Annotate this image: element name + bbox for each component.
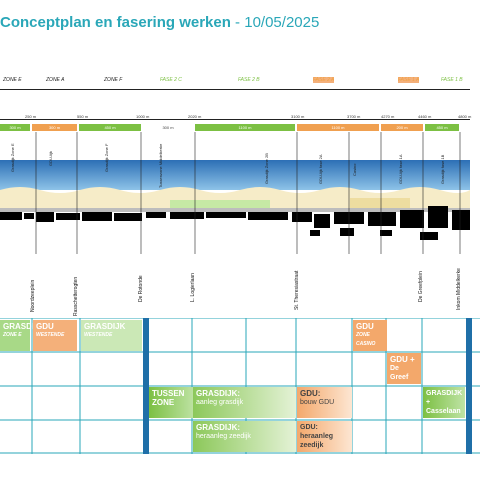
phase-cell-gdu-de-greef: GDU + De Greef bbox=[387, 353, 421, 384]
phasing-grid bbox=[0, 317, 480, 454]
phase-cell-title: TUSSEN bbox=[152, 389, 185, 398]
segment-bar: 200 m bbox=[381, 124, 423, 131]
grid-lines bbox=[0, 317, 480, 454]
distance-label: 3100 m bbox=[291, 114, 305, 119]
phase-cell-sub: heraanleg zeedijk bbox=[196, 433, 251, 440]
phase-cell-sub: WESTENDE bbox=[36, 332, 65, 338]
phase-cell-sub: WESTENDE bbox=[84, 332, 113, 338]
annotation-text: GDU-lijk fase 1A bbox=[398, 154, 403, 184]
page-title: Conceptplan en fasering werken - 10/05/2… bbox=[0, 14, 319, 31]
title-main: Conceptplan en fasering werken bbox=[0, 14, 231, 31]
phase-cell-sub: ZONE bbox=[152, 398, 175, 407]
phase-cell-aanleg-grasdijk: GRASDIJK: aanleg grasdijk bbox=[193, 387, 296, 418]
annotation-text: GDU-lijk fase 2A bbox=[318, 154, 323, 184]
street-label: Noordzeeplein bbox=[30, 279, 36, 312]
distance-label: 3700 m bbox=[347, 114, 361, 119]
annotation-text: Casino bbox=[352, 163, 357, 176]
street-label: Rasschetterogten bbox=[73, 276, 79, 316]
annotation-text: Grasdijk Zone F bbox=[104, 143, 109, 172]
annotation-text: Grasdijk Zone E bbox=[10, 143, 15, 172]
distance-label: 4270 m bbox=[381, 114, 395, 119]
distance-label: 250 m bbox=[25, 114, 37, 119]
zone-label-a: ZONE A bbox=[46, 77, 65, 83]
phase-cell-title: GDU: heraanleg bbox=[300, 424, 334, 440]
street-label: St. Theresiastraat bbox=[294, 270, 300, 310]
segment-bar: 1100 m bbox=[297, 124, 379, 131]
annotation-text: Grasdijk fase 1B bbox=[440, 154, 445, 184]
zone-label-fase-2c: FASE 2 C bbox=[160, 77, 182, 83]
distance-label: 550 m bbox=[77, 114, 89, 119]
phase-cell-title: GRASDIJK bbox=[84, 322, 126, 331]
phase-cell-grasdijk-westende: GRASDIJK WESTENDE bbox=[81, 320, 142, 351]
zone-label-fase-1a: FASE 1 A bbox=[398, 77, 420, 83]
phase-cell-bouw-gdu: GDU: bouw GDU bbox=[297, 387, 352, 418]
phase-cell-sub: ZONE CASINO bbox=[356, 332, 376, 347]
segment-bar: 300 m bbox=[32, 124, 77, 131]
annotation-text: GDU-lijk bbox=[48, 151, 53, 166]
phase-cell-title: GRASDIJK bbox=[3, 322, 45, 331]
phase-cell-title: GDU bbox=[36, 322, 54, 331]
annotation-text: Tussenzone Middelkerke bbox=[158, 143, 163, 188]
aerial-map bbox=[0, 132, 470, 254]
phase-cell-grasdijk-casselaan: GRASDIJK + Casselaan bbox=[423, 387, 465, 418]
ruler-top bbox=[0, 89, 470, 90]
phase-cell-sub: bouw GDU bbox=[300, 399, 335, 406]
phase-cell-heraanleg-zeedijk-gdu: GDU: heraanleg zeedijk bbox=[297, 421, 352, 452]
phase-cell-sub: De Greef bbox=[390, 365, 409, 381]
segment-bar: 450 m bbox=[425, 124, 459, 131]
phase-cell-heraanleg-zeedijk-grasdijk: GRASDIJK: heraanleg zeedijk bbox=[193, 421, 296, 452]
street-label: Inkom Middelkerke bbox=[456, 268, 462, 310]
phase-cell-gdu-zone-casino: GDU ZONE CASINO bbox=[353, 320, 387, 351]
distance-label: 1000 m bbox=[136, 114, 150, 119]
segment-bar: 300 m bbox=[143, 124, 193, 131]
street-label: De Greefplein bbox=[418, 271, 424, 302]
phase-cell-tussen-zone: TUSSEN ZONE bbox=[149, 387, 195, 418]
phase-cell-title: GRASDIJK: bbox=[196, 389, 241, 398]
aerial-map-graphic bbox=[0, 132, 470, 254]
ruler-bottom bbox=[0, 119, 470, 120]
phase-cell-sub: ZONE E bbox=[3, 332, 22, 338]
phase-cell-gdu-westende: GDU WESTENDE bbox=[33, 320, 77, 351]
zone-label-fase-2a: FASE 2 A bbox=[313, 77, 335, 83]
distance-label: 2020 m bbox=[188, 114, 202, 119]
phase-cell-title: GRASDIJK: bbox=[196, 423, 241, 432]
phase-cell-title: GDU bbox=[356, 322, 374, 331]
distance-label: 4460 m bbox=[418, 114, 432, 119]
segment-bar: 300 m bbox=[0, 124, 30, 131]
title-date: 10/05/2025 bbox=[244, 14, 320, 31]
phase-cell-sub: zeedijk bbox=[300, 442, 324, 449]
phase-cell-sub: aanleg grasdijk bbox=[196, 399, 244, 406]
title-separator: - bbox=[230, 14, 245, 31]
zone-label-e: ZONE E bbox=[3, 77, 22, 83]
phase-cell-title: GDU: bbox=[300, 389, 321, 398]
zone-label-f: ZONE F bbox=[104, 77, 123, 83]
distance-label: 4800 m bbox=[458, 114, 472, 119]
phase-cell-sub: Casselaan bbox=[426, 408, 461, 415]
segment-bar: 450 m bbox=[79, 124, 141, 131]
street-label: De Rotonde bbox=[138, 275, 144, 302]
zone-label-fase-2b: FASE 2 B bbox=[238, 77, 260, 83]
annotation-text: Grasdijk Zone 2B bbox=[264, 153, 269, 184]
phase-cell-title: GRASDIJK + bbox=[426, 390, 463, 406]
zone-label-fase-1b: FASE 1 B bbox=[441, 77, 463, 83]
phase-cell-title: GDU + bbox=[390, 355, 415, 364]
phase-cell-grasdijk-zone-e: GRASDIJK ZONE E bbox=[0, 320, 45, 351]
segment-bar: 1100 m bbox=[195, 124, 295, 131]
street-label: L. Logierlaan bbox=[190, 273, 196, 302]
